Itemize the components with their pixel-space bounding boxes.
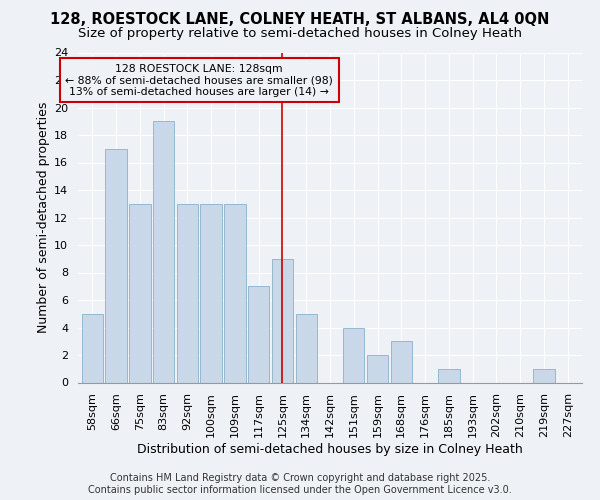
Bar xyxy=(129,204,151,382)
Bar xyxy=(391,341,412,382)
Bar xyxy=(82,314,103,382)
Text: 128 ROESTOCK LANE: 128sqm
← 88% of semi-detached houses are smaller (98)
13% of : 128 ROESTOCK LANE: 128sqm ← 88% of semi-… xyxy=(65,64,333,96)
Bar xyxy=(248,286,269,382)
Bar xyxy=(153,121,174,382)
Bar xyxy=(343,328,364,382)
Y-axis label: Number of semi-detached properties: Number of semi-detached properties xyxy=(37,102,50,333)
Text: 128, ROESTOCK LANE, COLNEY HEATH, ST ALBANS, AL4 0QN: 128, ROESTOCK LANE, COLNEY HEATH, ST ALB… xyxy=(50,12,550,28)
Bar xyxy=(224,204,245,382)
Text: Contains HM Land Registry data © Crown copyright and database right 2025.
Contai: Contains HM Land Registry data © Crown c… xyxy=(88,474,512,495)
X-axis label: Distribution of semi-detached houses by size in Colney Heath: Distribution of semi-detached houses by … xyxy=(137,443,523,456)
Bar xyxy=(533,369,554,382)
Bar xyxy=(272,259,293,382)
Bar xyxy=(200,204,222,382)
Bar xyxy=(438,369,460,382)
Text: Size of property relative to semi-detached houses in Colney Heath: Size of property relative to semi-detach… xyxy=(78,28,522,40)
Bar xyxy=(176,204,198,382)
Bar xyxy=(296,314,317,382)
Bar xyxy=(106,149,127,382)
Bar xyxy=(367,355,388,382)
